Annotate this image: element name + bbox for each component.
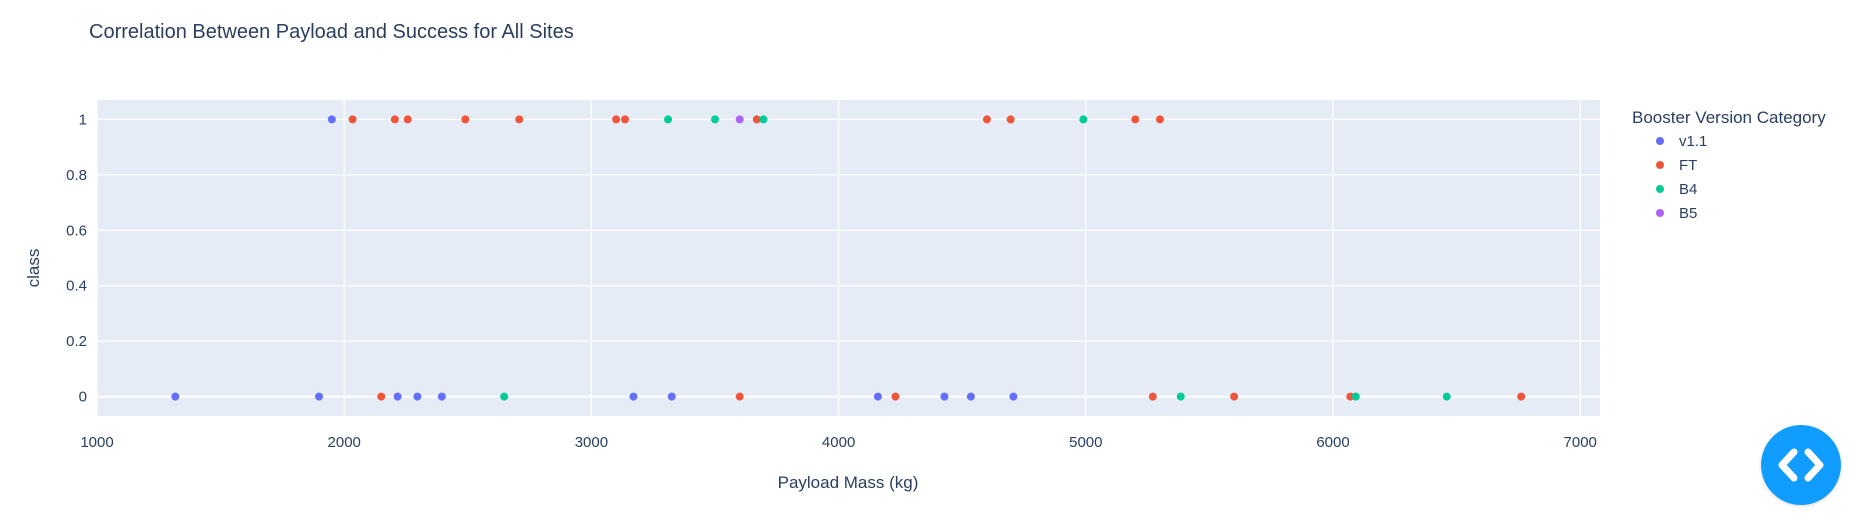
x-tick-label: 2000 <box>328 434 361 451</box>
x-axis-title: Payload Mass (kg) <box>778 473 919 492</box>
data-point[interactable] <box>348 115 357 124</box>
data-point[interactable] <box>1009 392 1018 401</box>
data-point[interactable] <box>612 115 621 124</box>
data-point[interactable] <box>1155 115 1164 124</box>
data-point[interactable] <box>982 115 991 124</box>
data-point[interactable] <box>1442 392 1451 401</box>
code-toggle-button[interactable] <box>1761 425 1841 505</box>
y-axis-ticks: 0 0.2 0.4 0.6 0.8 1 <box>66 111 87 405</box>
data-point[interactable] <box>966 392 975 401</box>
data-point[interactable] <box>621 115 630 124</box>
legend-label[interactable]: B4 <box>1679 181 1697 198</box>
data-point[interactable] <box>629 392 638 401</box>
x-axis-ticks: 1000 2000 3000 4000 5000 6000 7000 <box>80 434 1597 451</box>
legend-title: Booster Version Category <box>1632 108 1826 127</box>
x-tick-label: 5000 <box>1069 434 1102 451</box>
legend-label[interactable]: B5 <box>1679 205 1697 222</box>
chart-title: Correlation Between Payload and Success … <box>89 21 574 43</box>
data-point[interactable] <box>390 115 399 124</box>
data-point[interactable] <box>393 392 402 401</box>
data-point[interactable] <box>437 392 446 401</box>
data-point[interactable] <box>413 392 422 401</box>
x-tick-label: 7000 <box>1564 434 1597 451</box>
legend-marker[interactable] <box>1656 161 1664 169</box>
data-point[interactable] <box>664 115 673 124</box>
data-point[interactable] <box>461 115 470 124</box>
data-points <box>171 115 1526 401</box>
legend-label[interactable]: v1.1 <box>1679 133 1707 150</box>
legend: Booster Version Category v1.1 FT B4 B5 <box>1632 108 1826 222</box>
data-point[interactable] <box>940 392 949 401</box>
legend-label[interactable]: FT <box>1679 157 1697 174</box>
data-point[interactable] <box>711 115 720 124</box>
data-point[interactable] <box>314 392 323 401</box>
x-tick-label: 6000 <box>1316 434 1349 451</box>
data-point[interactable] <box>873 392 882 401</box>
x-tick-label: 3000 <box>575 434 608 451</box>
x-tick-label: 4000 <box>822 434 855 451</box>
y-tick-label: 0.8 <box>66 167 87 184</box>
data-point[interactable] <box>515 115 524 124</box>
data-point[interactable] <box>171 392 180 401</box>
data-point[interactable] <box>752 115 761 124</box>
y-tick-label: 0.4 <box>66 278 87 295</box>
data-point[interactable] <box>1131 115 1140 124</box>
data-point[interactable] <box>1230 392 1239 401</box>
data-point[interactable] <box>403 115 412 124</box>
x-tick-label: 1000 <box>80 434 113 451</box>
data-point[interactable] <box>1079 115 1088 124</box>
data-point[interactable] <box>500 392 509 401</box>
series-B5 <box>735 115 744 124</box>
series-B4 <box>500 115 1451 401</box>
series-v1.1 <box>171 115 1018 401</box>
data-point[interactable] <box>735 392 744 401</box>
data-point[interactable] <box>1351 392 1360 401</box>
data-point[interactable] <box>1176 392 1185 401</box>
y-tick-label: 0 <box>79 389 87 406</box>
data-point[interactable] <box>1006 115 1015 124</box>
plot-area[interactable] <box>97 100 1600 416</box>
data-point[interactable] <box>377 392 386 401</box>
y-tick-label: 0.2 <box>66 333 87 350</box>
y-tick-label: 1 <box>79 111 87 128</box>
data-point[interactable] <box>1148 392 1157 401</box>
data-point[interactable] <box>891 392 900 401</box>
code-brackets-icon <box>1778 448 1824 482</box>
y-tick-label: 0.6 <box>66 222 87 239</box>
series-FT <box>348 115 1526 401</box>
data-point[interactable] <box>1517 392 1526 401</box>
data-point[interactable] <box>759 115 768 124</box>
legend-marker[interactable] <box>1656 209 1664 217</box>
data-point[interactable] <box>735 115 744 124</box>
data-point[interactable] <box>327 115 336 124</box>
legend-marker[interactable] <box>1656 137 1664 145</box>
grid-lines <box>96 100 1600 416</box>
legend-marker[interactable] <box>1656 185 1664 193</box>
y-axis-title: class <box>24 249 43 288</box>
data-point[interactable] <box>667 392 676 401</box>
